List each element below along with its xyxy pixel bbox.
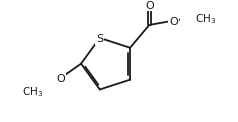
Text: O: O [145, 1, 154, 11]
Text: CH$_3$: CH$_3$ [195, 12, 216, 26]
Text: O: O [169, 17, 178, 27]
Text: O: O [57, 74, 65, 84]
Text: CH$_3$: CH$_3$ [21, 85, 43, 99]
Text: S: S [96, 34, 103, 44]
